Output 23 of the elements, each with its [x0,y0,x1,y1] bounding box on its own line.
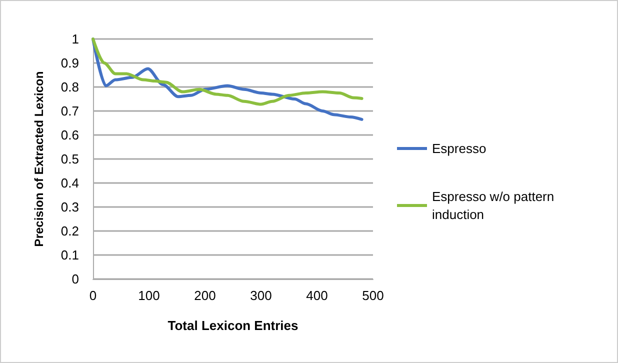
x-tick-label: 300 [250,288,272,303]
y-tick-label: 0 [72,272,79,286]
x-tick-label: 200 [194,288,216,303]
y-tick-label: 0.5 [60,152,79,166]
legend-label: Espresso [432,141,486,156]
y-tick-label: 0.9 [60,56,79,70]
line-series [92,38,364,121]
y-tick-label: 0.4 [60,176,79,190]
y-tick-label: 0.2 [60,224,79,238]
y-tick-label: 0.8 [60,80,79,94]
y-tick-label: 0.1 [60,248,79,262]
x-tick-label: 400 [306,288,328,303]
y-tick-label: 0.6 [60,128,79,142]
x-tick-label: 0 [89,288,97,303]
y-tick-label: 0.7 [60,104,79,118]
x-tick-label: 100 [138,288,160,303]
x-axis-title: Total Lexicon Entries [168,318,298,333]
y-axis-title: Precision of Extracted Lexicon [32,71,46,247]
y-tick-label: 0.3 [60,200,79,214]
legend-label: Espresso w/o pattern induction [432,189,558,222]
line-series [92,38,364,106]
y-tick-label: 1 [72,32,79,46]
x-tick-label: 500 [362,288,384,303]
